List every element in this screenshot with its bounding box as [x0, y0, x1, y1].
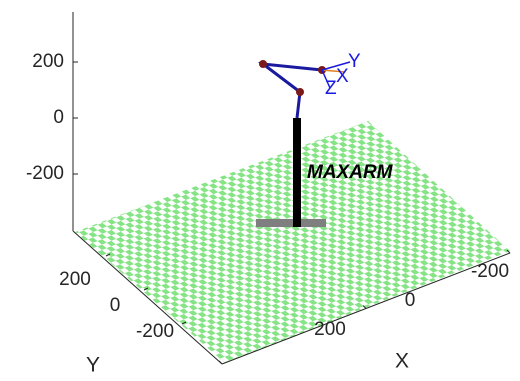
y-axis-label: Y [86, 354, 100, 377]
x-tick-label: 200 [314, 319, 346, 340]
frame-label: Z [325, 78, 337, 99]
y-tick-label: -200 [136, 321, 174, 342]
z-tick-label: -200 [26, 163, 64, 184]
robot-column [293, 118, 301, 227]
robot-plot: X Y Z MAXARM Y X 2000-2002000-2002000-20… [0, 0, 520, 381]
x-tick-label: -200 [471, 261, 509, 282]
z-tick-label: 0 [53, 107, 64, 128]
z-tick-label: 200 [32, 51, 64, 72]
joint [296, 88, 304, 96]
x-tick-label: 0 [405, 290, 416, 311]
robot-base [256, 219, 326, 227]
y-tick-label: 200 [59, 269, 91, 290]
joint [259, 60, 267, 68]
robot-links [263, 64, 322, 92]
x-axis-label: X [395, 350, 409, 373]
y-tick-label: 0 [110, 295, 121, 316]
robot-name: MAXARM [307, 162, 394, 183]
x-tick [219, 361, 222, 364]
frame-label: Y [348, 51, 361, 72]
